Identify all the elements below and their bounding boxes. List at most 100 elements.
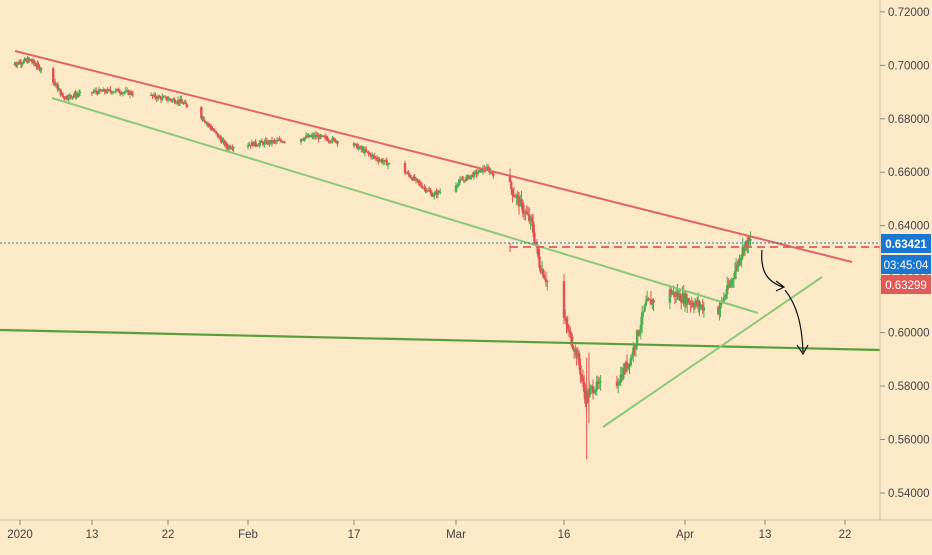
candle-body [475, 171, 478, 175]
candle-body [543, 277, 546, 280]
candle-body [214, 130, 217, 133]
candle-body [180, 99, 183, 102]
candle-body [173, 99, 176, 103]
candle-body [63, 97, 66, 99]
candle-body [477, 169, 481, 173]
candle-body [620, 374, 624, 379]
candle-body [156, 96, 160, 99]
candle-body [479, 168, 482, 170]
candle-body [368, 153, 371, 155]
candle-body [642, 311, 645, 313]
drawings-layer [0, 50, 881, 428]
candle-body [372, 155, 375, 157]
candle-body [420, 185, 424, 188]
candle-body [312, 135, 315, 138]
candle-body [422, 187, 425, 189]
candle-body [210, 126, 213, 130]
candle-body [513, 196, 517, 198]
candle-body [544, 279, 548, 283]
candle-body [522, 212, 526, 214]
candle-body [357, 147, 361, 150]
candle-body [263, 141, 266, 145]
candle-body [358, 146, 362, 148]
candle-body [516, 195, 519, 197]
candle-body [273, 140, 276, 142]
candle-body [121, 92, 125, 94]
time-tick-label: Feb [238, 529, 258, 541]
candle-body [34, 64, 37, 66]
time-tick-label: 13 [759, 529, 772, 541]
candle-body [434, 191, 437, 194]
candle-body [562, 281, 566, 318]
candle-body [76, 94, 80, 96]
candle-body [691, 303, 694, 306]
candle-body [424, 187, 427, 192]
candle-body [56, 84, 60, 90]
candle-body [149, 94, 153, 96]
candle-body [528, 214, 531, 222]
candle-body [542, 269, 545, 278]
candle-body [110, 91, 113, 93]
candle-body [489, 171, 492, 173]
candle-body [515, 195, 518, 198]
candle-body [200, 107, 203, 119]
candle-body [352, 143, 356, 146]
candle-body [14, 63, 17, 65]
candle-body [378, 160, 381, 162]
candle-body [671, 293, 674, 295]
candle-body [526, 213, 530, 215]
candle-body [278, 139, 281, 141]
candle-body [457, 182, 460, 186]
candle-body [472, 171, 476, 178]
candle-body [274, 140, 277, 142]
candle-body [462, 179, 465, 181]
candle-body [182, 103, 185, 105]
descending-channel-trendline[interactable] [51, 97, 759, 314]
candle-body [634, 344, 638, 349]
candle-body [204, 121, 207, 124]
candle-body [67, 95, 71, 99]
candle-body [40, 68, 43, 70]
candle-body [726, 285, 729, 295]
candle-body [682, 293, 685, 304]
candle-body [223, 140, 226, 146]
candle-body [637, 330, 640, 335]
candle-body [405, 172, 408, 174]
candle-body [97, 89, 101, 94]
candle-body [265, 140, 269, 145]
ascending-support-trendline[interactable] [602, 276, 823, 428]
candle-body [681, 293, 684, 303]
candle-body [622, 368, 625, 379]
descending-resistance-trendline[interactable] [14, 50, 853, 263]
candle-body [432, 193, 436, 197]
candle-body [362, 148, 365, 153]
candle-body [589, 387, 592, 390]
projection-arrow-head-1 [775, 280, 786, 292]
candle-body [380, 159, 384, 163]
candle-body [256, 145, 260, 147]
candle-body [107, 89, 111, 91]
candle-body [693, 303, 697, 308]
candle-body [33, 63, 36, 65]
current-price-label-box [881, 234, 931, 253]
candle-body [175, 102, 179, 104]
candle-body [314, 134, 318, 137]
candle-body [719, 302, 722, 309]
candle-body [530, 217, 534, 222]
candle-body [269, 140, 272, 144]
projection-arrow-path-1 [761, 249, 784, 288]
candle-body [645, 298, 649, 302]
price-tick-label: 0.54000 [888, 488, 930, 500]
candle-body [109, 89, 112, 92]
candle-body [322, 135, 325, 137]
candle-body [92, 91, 95, 93]
candle-body [125, 90, 129, 92]
candle-body [466, 175, 469, 177]
horizontal-support-line[interactable] [0, 328, 881, 352]
candle-body [20, 63, 24, 65]
candle-body [599, 381, 602, 383]
candle-body [593, 392, 596, 394]
time-axis[interactable]: 2020 13 22 Feb 17 Mar 16 Apr 13 22 [7, 520, 851, 541]
candle-body [330, 141, 333, 143]
candle-body [261, 142, 265, 145]
